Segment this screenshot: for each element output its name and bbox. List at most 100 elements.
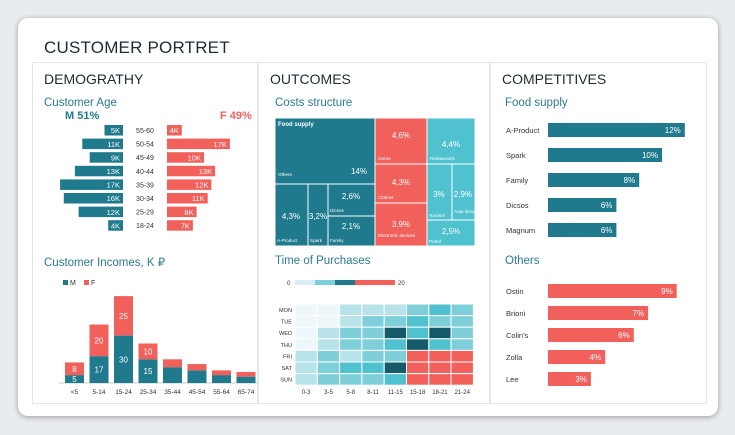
treemap-value: 2,5%	[442, 227, 460, 236]
treemap-label: Spark	[310, 238, 323, 243]
age-bar-male	[108, 220, 123, 231]
income-bar-f	[89, 324, 109, 357]
heatmap-row-label: WED	[279, 331, 292, 337]
heatmap-cell	[361, 349, 385, 363]
treemap-tile	[374, 202, 428, 247]
heatmap-cell	[294, 303, 318, 317]
income-bar-f	[114, 296, 133, 336]
heatmap-cell	[428, 338, 452, 351]
competitives-panel: COMPETITIVES Food supply A-Product 12% Spa…	[490, 62, 707, 404]
demography-title: DEMOGRATHY	[44, 71, 144, 87]
heatmap-cell	[339, 338, 363, 351]
treemap-value: 4,3%	[282, 212, 300, 221]
age-category: 45-49	[136, 155, 154, 162]
legend-swatch-m	[63, 280, 68, 285]
heatmap-cell	[294, 361, 318, 375]
heatmap-col-label: 5-8	[346, 390, 355, 396]
costs-treemap: Food supply 14% Others 4,3% A-Product 3,2% Spa…	[274, 117, 479, 247]
age-bar-female	[167, 165, 216, 177]
hbar-label: 10%	[642, 151, 658, 160]
legend-label-m: M	[70, 280, 76, 287]
others-chart: Ostin 9% Brioni 7% Colin's 6% Zolla 4% Lee 3%	[506, 284, 677, 386]
age-bar-female	[167, 193, 208, 204]
heatmap-cell	[316, 303, 341, 317]
income-category: 45-54	[189, 389, 206, 396]
treemap-value: 4,4%	[442, 140, 460, 149]
heatmap-cell	[406, 338, 430, 351]
time-heatmap: 0 20 MON TUE WED THU FRI SAT SUN 0-3 3-5 5-8 8-11 11-…	[279, 280, 474, 396]
heatmap-cell	[339, 349, 363, 363]
heatmap-row-label: TUE	[281, 320, 292, 326]
income-bar-m	[138, 359, 158, 383]
heatmap-cell	[383, 373, 407, 386]
income-category: <5	[71, 389, 79, 396]
hbar-label: 6%	[618, 331, 630, 340]
age-bar-female	[167, 220, 193, 231]
income-bar-m	[163, 367, 182, 383]
hbar	[548, 148, 662, 162]
costs-structure-title: Costs structure	[275, 97, 353, 109]
treemap-label: Electronic devices	[378, 233, 416, 238]
income-label-m: 5	[72, 375, 77, 384]
treemap-tile	[426, 117, 476, 165]
time-of-purchases-title: Time of Purchases	[275, 255, 371, 267]
income-bar-f	[163, 359, 182, 368]
heatmap-cell	[428, 326, 452, 340]
age-bar-male	[104, 125, 123, 136]
age-category: 35-39	[136, 182, 154, 189]
heatmap-cell	[339, 326, 363, 340]
income-bar-f	[236, 371, 256, 377]
treemap-tile	[426, 219, 476, 247]
heatmap-cell	[406, 303, 430, 317]
heatmap-cell	[316, 373, 341, 386]
age-bar-male	[60, 179, 123, 190]
heatmap-cell	[339, 361, 363, 375]
heatmap-row-label: MON	[279, 308, 292, 314]
heatmap-cell	[450, 315, 474, 328]
age-category: 25-29	[136, 210, 154, 217]
income-label-f: 10	[144, 347, 153, 356]
heatmap-row-label: SUN	[280, 378, 292, 384]
income-label-f: 20	[95, 336, 104, 345]
scale-min: 0	[287, 281, 291, 287]
heatmap-cell	[294, 349, 318, 363]
hbar	[548, 223, 617, 237]
income-bar-m	[236, 376, 256, 383]
age-label-male: 11K	[107, 140, 120, 149]
heatmap-cell	[450, 361, 474, 375]
heatmap-cell	[450, 349, 474, 363]
age-category: 50-54	[136, 142, 154, 149]
treemap-label: Petrol	[429, 239, 441, 244]
heatmap-cell	[406, 326, 430, 340]
outcomes-panel: OUTCOMES Costs structure Food supply 14% O…	[258, 62, 490, 404]
treemap-value: 4,3%	[392, 178, 410, 187]
heatmap-cell	[428, 349, 452, 363]
scale-segment	[375, 280, 395, 285]
treemap-value: 3,9%	[392, 220, 410, 229]
heatmap-cell	[383, 338, 407, 351]
treemap-label: Dicsos	[330, 208, 344, 213]
competitives-title: COMPETITIVES	[502, 71, 607, 87]
age-bar-female	[167, 206, 197, 218]
age-bar-female	[167, 152, 204, 163]
hbar-label: 7%	[633, 309, 645, 318]
age-label-female: 13K	[199, 167, 212, 176]
heatmap-cell	[339, 315, 363, 328]
hbar-category: Spark	[506, 151, 526, 160]
treemap-label: Clothes	[378, 195, 394, 200]
heatmap-cell	[450, 338, 474, 351]
treemap-tile	[374, 163, 428, 204]
income-bar-m	[65, 375, 84, 383]
heatmap-cell	[428, 373, 452, 386]
heatmap-col-label: 21-24	[455, 390, 471, 396]
treemap-label: A-Product	[277, 238, 298, 243]
hbar-category: Colin's	[506, 331, 529, 340]
dashboard-card: CUSTOMER PORTRET DEMOGRATHY Customer Age…	[18, 18, 718, 416]
hbar-category: Lee	[506, 375, 519, 384]
age-bar-male	[89, 152, 123, 163]
hbar-label: 6%	[601, 201, 613, 210]
male-share-label: M 51%	[65, 110, 99, 122]
heatmap-cell	[383, 315, 407, 328]
income-bar-m	[114, 335, 133, 383]
income-bar-m	[187, 370, 207, 383]
